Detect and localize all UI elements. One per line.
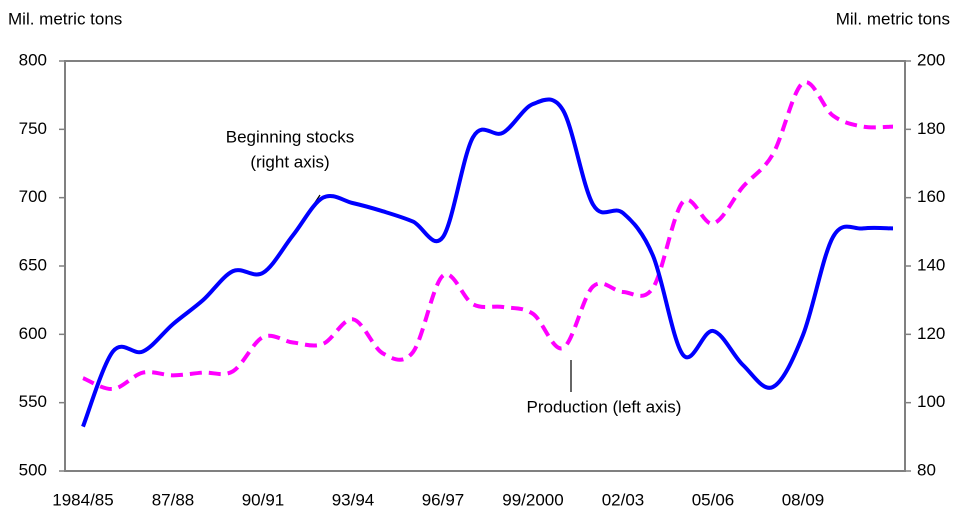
y-tick-label: 650 — [19, 255, 47, 274]
x-tick-label: 96/97 — [422, 490, 465, 509]
y-tick-label: 500 — [19, 460, 47, 479]
y-tick-label: 800 — [19, 50, 47, 69]
y2-tick-label: 180 — [917, 119, 945, 138]
x-tick-label: 08/09 — [782, 490, 825, 509]
y2-axis-title: Mil. metric tons — [836, 9, 950, 28]
y-tick-label: 750 — [19, 119, 47, 138]
y2-tick-label: 160 — [917, 187, 945, 206]
x-tick-label: 90/91 — [242, 490, 285, 509]
annotation: (right axis) — [250, 152, 329, 171]
x-tick-label: 02/03 — [602, 490, 645, 509]
y2-tick-label: 80 — [917, 460, 936, 479]
x-tick-label: 99/2000 — [502, 490, 563, 509]
y-tick-label: 600 — [19, 324, 47, 343]
annotation: Production (left axis) — [527, 397, 682, 416]
x-tick-label: 05/06 — [692, 490, 735, 509]
y-tick-label: 700 — [19, 187, 47, 206]
y2-tick-label: 100 — [917, 392, 945, 411]
y2-tick-label: 120 — [917, 324, 945, 343]
y-axis-title: Mil. metric tons — [8, 9, 122, 28]
y-tick-label: 550 — [19, 392, 47, 411]
plot-area — [64, 60, 906, 472]
series-line — [82, 80, 894, 392]
x-tick-label: 93/94 — [332, 490, 375, 509]
x-tick-label: 1984/85 — [52, 490, 113, 509]
x-tick-label: 87/88 — [152, 490, 195, 509]
y2-tick-label: 140 — [917, 255, 945, 274]
annotation: Beginning stocks — [226, 127, 355, 146]
y2-tick-label: 200 — [917, 50, 945, 69]
series-line — [81, 97, 894, 428]
